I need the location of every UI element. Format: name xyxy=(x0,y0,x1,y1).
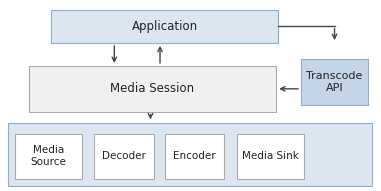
FancyBboxPatch shape xyxy=(15,134,82,179)
Text: Application: Application xyxy=(132,20,198,33)
FancyBboxPatch shape xyxy=(94,134,154,179)
FancyBboxPatch shape xyxy=(8,123,372,186)
FancyBboxPatch shape xyxy=(51,10,278,43)
Text: Encoder: Encoder xyxy=(173,151,216,161)
Text: Transcode
API: Transcode API xyxy=(306,71,362,93)
Text: Media Session: Media Session xyxy=(110,82,194,95)
Text: Media Sink: Media Sink xyxy=(242,151,299,161)
FancyBboxPatch shape xyxy=(237,134,304,179)
Text: Decoder: Decoder xyxy=(102,151,146,161)
FancyBboxPatch shape xyxy=(301,59,368,105)
FancyBboxPatch shape xyxy=(29,66,276,112)
FancyBboxPatch shape xyxy=(165,134,224,179)
Text: Media
Source: Media Source xyxy=(30,145,67,167)
